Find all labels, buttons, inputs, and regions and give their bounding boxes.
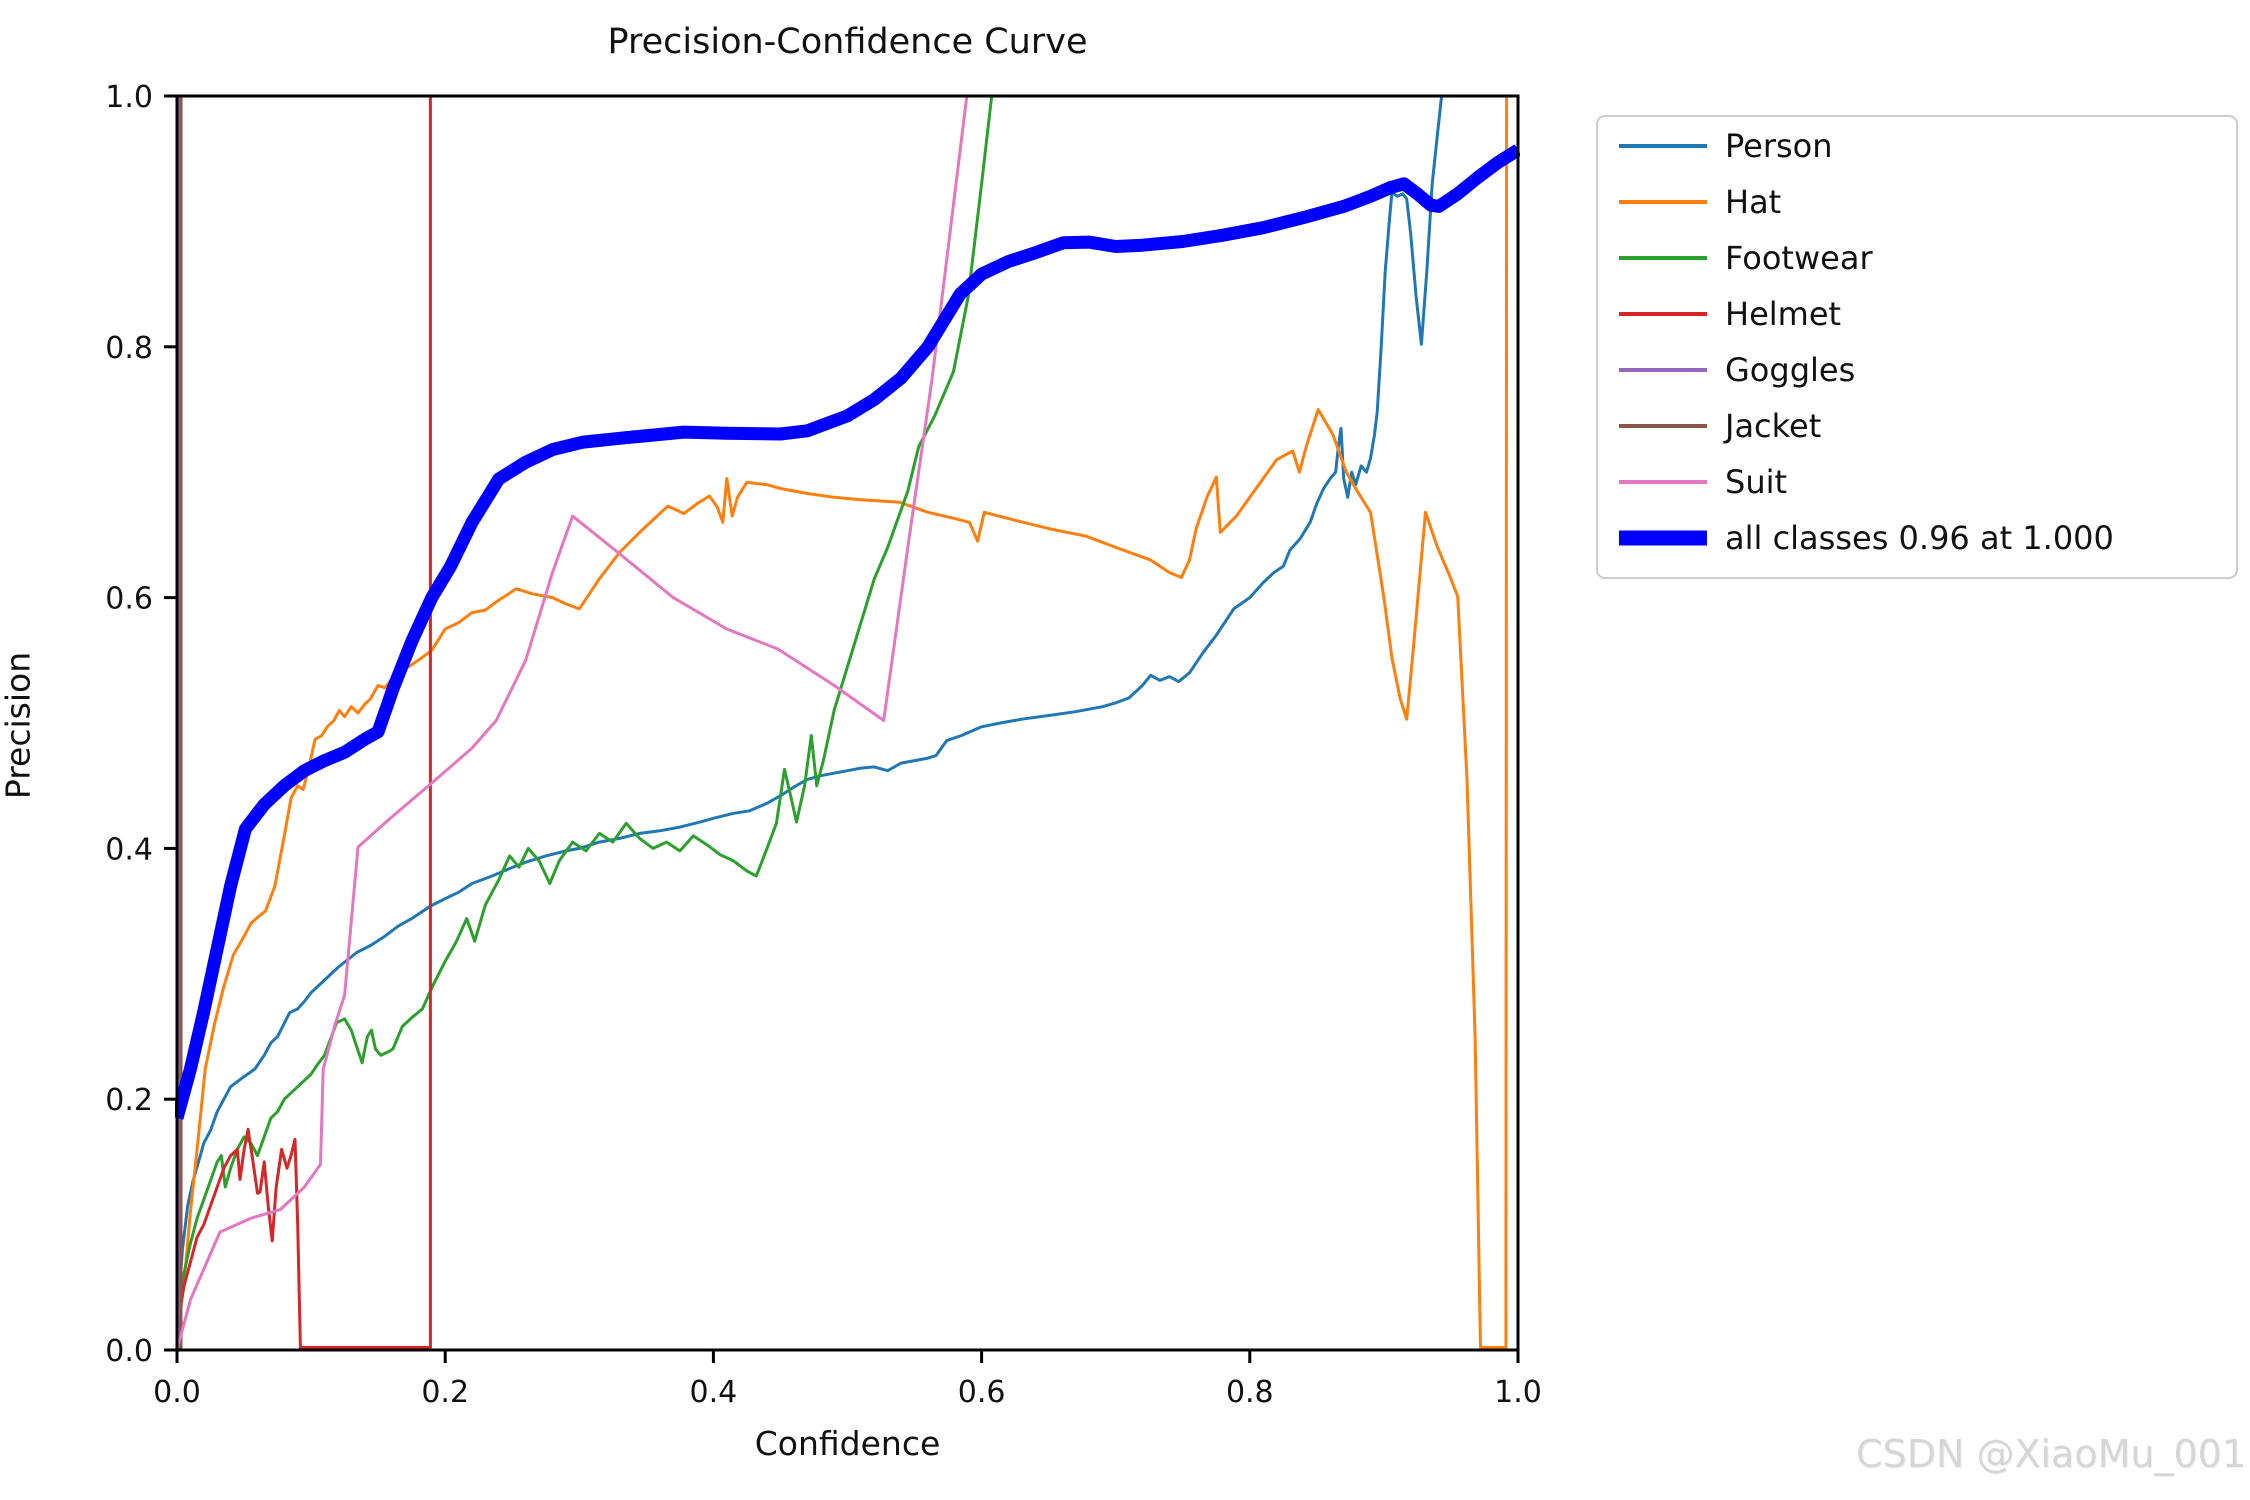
legend-label-helmet: Helmet <box>1725 295 1841 333</box>
y-tick-label: 0.4 <box>105 832 153 867</box>
series-line-all-classes-0-96-at-1-000 <box>175 144 1520 1120</box>
series-line-person <box>175 94 1518 1326</box>
legend-label-goggles: Goggles <box>1725 351 1855 389</box>
y-tick-label: 0.0 <box>105 1334 153 1369</box>
x-tick-label: 0.6 <box>958 1375 1006 1410</box>
x-tick-label: 0.4 <box>690 1375 738 1410</box>
chart-title: Precision-Confidence Curve <box>607 22 1088 62</box>
legend-label-footwear: Footwear <box>1725 239 1873 277</box>
legend-label-hat: Hat <box>1725 183 1781 221</box>
legend-label-jacket: Jacket <box>1723 407 1821 445</box>
y-tick-label: 0.2 <box>105 1083 153 1118</box>
series-line-hat <box>175 94 1518 1349</box>
x-axis-label: Confidence <box>754 1424 941 1463</box>
legend-box <box>1596 115 2238 579</box>
legend-label-person: Person <box>1725 127 1833 165</box>
series-line-suit <box>175 95 969 1351</box>
x-tick-label: 0.0 <box>153 1375 201 1410</box>
y-tick-label: 0.6 <box>105 582 153 617</box>
legend-label-all-classes-0-96-at-1-000: all classes 0.96 at 1.000 <box>1725 519 2114 557</box>
series-line-footwear <box>175 95 994 1313</box>
x-tick-label: 0.8 <box>1226 1375 1274 1410</box>
y-tick-label: 1.0 <box>105 80 153 115</box>
plot-frame <box>175 94 1520 1352</box>
legend-label-suit: Suit <box>1725 463 1787 501</box>
watermark-text: CSDN @XiaoMu_001 <box>1856 1432 2246 1476</box>
series-line-helmet <box>175 96 432 1349</box>
x-tick-label: 1.0 <box>1494 1375 1542 1410</box>
y-tick-label: 0.8 <box>105 331 153 366</box>
y-axis-label: Precision <box>0 651 38 800</box>
x-tick-label: 0.2 <box>421 1375 469 1410</box>
